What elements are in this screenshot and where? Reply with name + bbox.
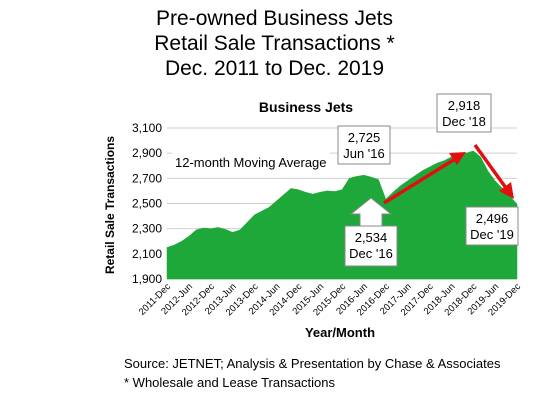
callout-box [337,125,391,165]
trend-up-line [383,157,456,205]
title-line-2: Retail Sale Transactions * [154,32,395,55]
chart-title: Pre-owned Business Jets Retail Sale Tran… [0,6,549,81]
y-tick-label: 2,900 [132,146,162,160]
asterisk-note: * Wholesale and Lease Transactions [124,375,336,390]
callout-date: Jun '16 [343,146,385,161]
callout-value: 2,725 [348,130,381,145]
y-tick-label: 3,100 [132,121,162,135]
title-line-3: Dec. 2011 to Dec. 2019 [164,57,385,80]
trend-up-arrowhead-icon [449,152,466,165]
series-label-box [172,152,330,172]
y-tick-label: 2,100 [132,247,162,261]
callout-date: Dec '19 [470,227,514,242]
callout-value: 2,496 [476,211,509,226]
footnotes: Source: JETNET; Analysis & Presentation … [124,354,500,392]
series-label: 12-month Moving Average [175,155,327,170]
x-axis-tick-labels: 2011-Dec2012-Jun2012-Dec2013-Jun2013-Dec… [137,281,524,318]
y-axis-title: Retail Sale Transactions [103,136,117,274]
callout-date: Dec '18 [442,114,486,129]
callout-box [465,206,519,246]
trend-down-line [473,143,508,190]
source-note: Source: JETNET; Analysis & Presentation … [124,356,501,371]
up-arrow-icon [349,197,393,227]
y-tick-label: 2,700 [132,171,162,185]
callout-value: 2,918 [448,98,481,113]
y-tick-label: 1,900 [132,272,162,286]
title-line-1: Pre-owned Business Jets [156,7,393,30]
callout-date: Dec '16 [349,246,393,261]
y-tick-label: 2,500 [132,197,162,211]
callout-box [344,225,398,267]
y-tick-label: 2,300 [132,222,162,236]
y-axis-tick-labels: 1,900 2,100 2,300 2,500 2,700 2,900 3,100 [132,121,162,286]
trend-down-arrowhead-icon [499,182,514,199]
moving-average-area [166,150,518,280]
area-series [166,150,518,280]
chart-subtitle: Business Jets [259,99,353,115]
x-axis-title: Year/Month [305,325,375,340]
callout-value: 2,534 [355,230,388,245]
callout-box [436,93,492,133]
